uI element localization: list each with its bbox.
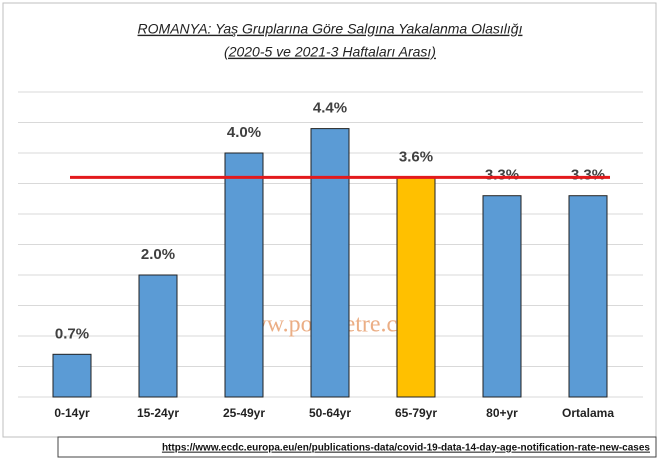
bar	[568, 195, 608, 398]
x-tick-label: 25-49yr	[223, 406, 265, 420]
chart-subtitle: (2020-5 ve 2021-3 Haftaları Arası)	[224, 44, 436, 60]
data-label: 3.3%	[571, 167, 605, 184]
x-tick-label: 80+yr	[486, 406, 518, 420]
x-tick-label: 15-24yr	[137, 406, 179, 420]
data-label: 2.0%	[141, 246, 175, 263]
data-label: 3.3%	[485, 167, 519, 184]
bar	[52, 353, 92, 398]
x-tick-label: 0-14yr	[54, 406, 90, 420]
x-tick-label: Ortalama	[562, 406, 614, 420]
data-label: 0.7%	[55, 325, 89, 342]
data-label: 3.6%	[399, 148, 433, 165]
bar	[396, 176, 436, 398]
data-label: 4.0%	[227, 124, 261, 141]
source: https://www.ecdc.europa.eu/en/publicatio…	[162, 443, 650, 454]
chart-title: ROMANYA: Yaş Gruplarına Göre Salgına Yak…	[138, 21, 523, 37]
data-label: 4.4%	[313, 100, 347, 117]
bar	[482, 195, 522, 398]
x-tick-label: 65-79yr	[395, 406, 437, 420]
bar	[138, 274, 178, 398]
bar	[224, 152, 264, 398]
source-box	[57, 436, 657, 458]
bar	[310, 128, 350, 398]
x-tick-label: 50-64yr	[309, 406, 351, 420]
